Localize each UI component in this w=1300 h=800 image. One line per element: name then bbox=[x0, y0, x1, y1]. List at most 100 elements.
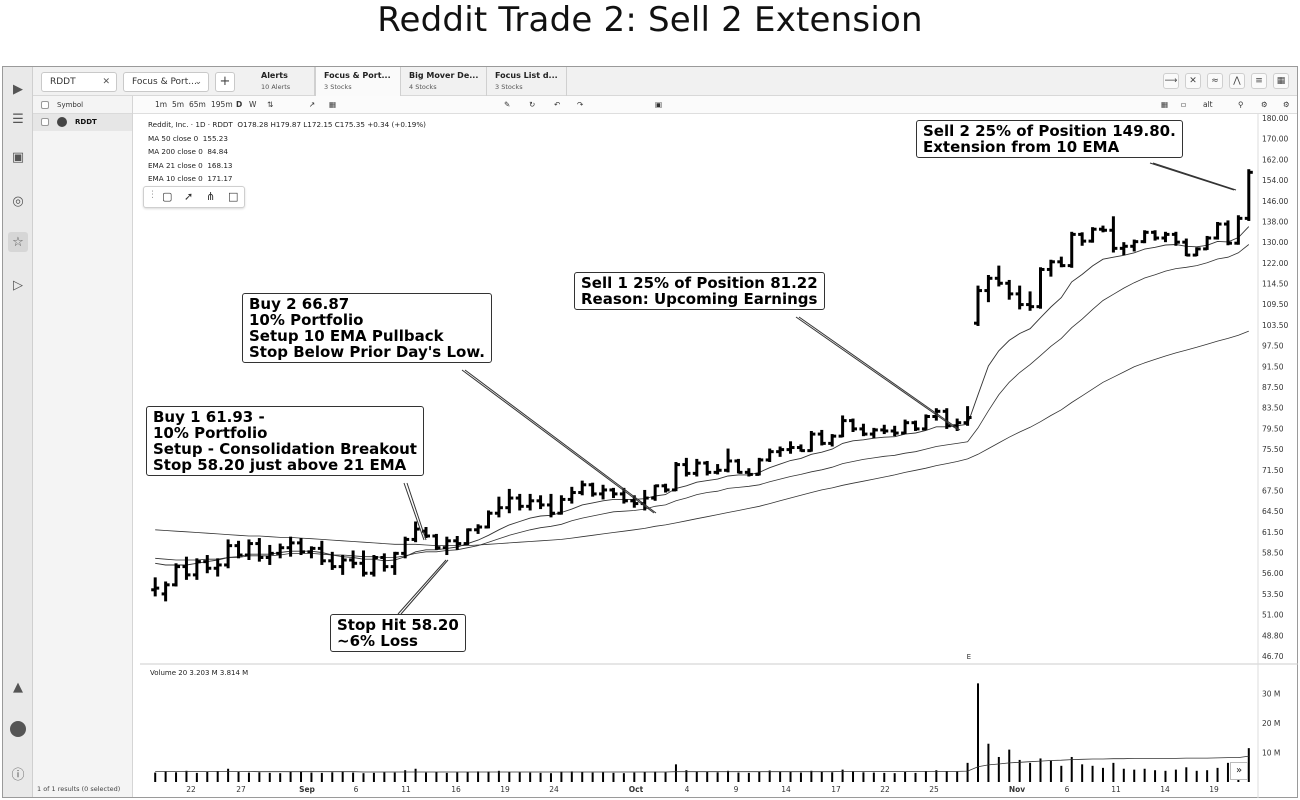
share-icon[interactable]: ⟶ bbox=[1163, 73, 1179, 89]
symbol-column-header[interactable]: Symbol bbox=[57, 101, 84, 109]
tab-focus-list[interactable]: Focus List d... 3 Stocks bbox=[487, 67, 567, 96]
tab-alerts[interactable]: Alerts 10 Alerts bbox=[253, 67, 315, 96]
row-checkbox[interactable] bbox=[41, 118, 49, 126]
legend-ma200-label: MA 200 close 0 bbox=[148, 147, 203, 156]
price-tick-label: 87.50 bbox=[1262, 383, 1284, 392]
star-icon[interactable]: ☆ bbox=[8, 232, 28, 252]
close-icon[interactable]: ✕ bbox=[102, 77, 110, 87]
trendline-icon[interactable]: ➚ bbox=[184, 190, 194, 203]
tab-title: Big Mover De... bbox=[409, 71, 479, 80]
layout-icon[interactable]: ▦ bbox=[1161, 100, 1169, 109]
scroll-right-button[interactable]: » bbox=[1230, 762, 1248, 780]
price-tick-label: 97.50 bbox=[1262, 342, 1284, 351]
tab-subtitle: 3 Stocks bbox=[324, 83, 352, 91]
refresh-icon[interactable]: ↻ bbox=[529, 100, 536, 109]
timeframe-195m[interactable]: 195m bbox=[211, 100, 233, 109]
volume-ma-line bbox=[155, 755, 1249, 773]
time-tick-label: 27 bbox=[236, 785, 246, 794]
timeframe-w[interactable]: W bbox=[249, 100, 257, 109]
menu-lines-icon[interactable]: ☰ bbox=[12, 111, 24, 127]
chart-toolbar: 1m 5m 65m 195m D W ⇅ ↗ ▦ ✎ ↻ ↶ ↷ ▣ ▦ ▫ a… bbox=[133, 96, 1297, 114]
time-tick-label: 24 bbox=[549, 785, 559, 794]
pen-icon[interactable]: ✎ bbox=[504, 100, 511, 109]
grid-icon[interactable]: ▦ bbox=[1273, 73, 1289, 89]
annotation-sell1: Sell 1 25% of Position 81.22 Reason: Upco… bbox=[574, 272, 825, 310]
connector-sell1 bbox=[798, 316, 961, 431]
redo-icon[interactable]: ↷ bbox=[577, 100, 584, 109]
chart-icon[interactable]: ≈ bbox=[1207, 73, 1223, 89]
timeframe-65m[interactable]: 65m bbox=[189, 100, 206, 109]
time-tick-label: 25 bbox=[929, 785, 939, 794]
target-icon[interactable]: ◎ bbox=[12, 193, 24, 209]
results-count: 1 of 1 results (0 selected) bbox=[37, 785, 121, 793]
legend-ema10-value: 171.17 bbox=[207, 174, 233, 183]
alt-label[interactable]: alt bbox=[1203, 100, 1213, 109]
watchlist-select[interactable]: Focus & Port... ⌄ bbox=[123, 72, 209, 92]
time-tick-label: 11 bbox=[401, 785, 411, 794]
logo-play-icon[interactable]: ▶ bbox=[13, 81, 23, 97]
gear-icon[interactable]: ⚙ bbox=[1261, 100, 1268, 109]
time-tick-label: 14 bbox=[781, 785, 791, 794]
timeframe-5m[interactable]: 5m bbox=[172, 100, 185, 109]
time-tick-label: 11 bbox=[1111, 785, 1121, 794]
volume-legend: Volume 20 3.203 M 3.814 M bbox=[150, 669, 249, 677]
time-tick-label: 6 bbox=[354, 785, 359, 794]
search-icon[interactable]: ⚲ bbox=[1238, 100, 1244, 109]
folder-icon[interactable]: ▫ bbox=[1181, 100, 1187, 109]
undo-icon[interactable]: ↶ bbox=[554, 100, 561, 109]
indicators-icon[interactable]: ⇅ bbox=[267, 100, 274, 109]
studies-icon[interactable]: ▦ bbox=[329, 100, 337, 109]
cube-icon[interactable]: ▣ bbox=[11, 149, 25, 165]
select-all-checkbox[interactable] bbox=[41, 101, 49, 109]
top-right-toolbar: ⟶ ✕ ≈ ⋀ ≡ ▦ bbox=[1163, 73, 1289, 89]
fib-icon[interactable]: ⋔ bbox=[206, 190, 216, 203]
tab-title: Focus & Port... bbox=[324, 71, 391, 80]
tab-big-mover[interactable]: Big Mover De... 4 Stocks bbox=[401, 67, 487, 96]
symbol-box[interactable]: RDDT ✕ bbox=[41, 72, 117, 92]
tag-icon[interactable]: ▷ bbox=[13, 277, 23, 293]
tab-focus-port[interactable]: Focus & Port... 3 Stocks bbox=[315, 67, 401, 96]
timeframe-d[interactable]: D bbox=[236, 100, 243, 109]
drag-handle-icon[interactable]: ⋮ bbox=[148, 190, 157, 200]
line-chart-icon[interactable]: ↗ bbox=[309, 100, 316, 109]
tab-subtitle: 4 Stocks bbox=[409, 83, 437, 91]
left-rail: ▶ ☰ ▣ ◎ ☆ ▷ ▲ ⓘ bbox=[3, 67, 33, 797]
chevron-down-icon: ⌄ bbox=[194, 77, 202, 87]
compare-icon[interactable]: ⋀ bbox=[1229, 73, 1245, 89]
price-tick-label: 91.50 bbox=[1262, 362, 1284, 371]
x-social-icon[interactable]: ✕ bbox=[1185, 73, 1201, 89]
add-tab-button[interactable]: + bbox=[215, 72, 235, 92]
page-title: Reddit Trade 2: Sell 2 Extension bbox=[377, 0, 923, 40]
ema10-line bbox=[155, 226, 1250, 566]
legend-ema21-value: 168.13 bbox=[207, 160, 233, 170]
watchlist-symbol: RDDT bbox=[75, 118, 97, 126]
settings-icon[interactable]: ⚙ bbox=[1283, 100, 1290, 109]
ma50-line bbox=[155, 330, 1249, 546]
price-tick-label: 146.00 bbox=[1262, 197, 1288, 206]
annotation-buy2: Buy 2 66.87 10% Portfolio Setup 10 EMA Pu… bbox=[242, 293, 492, 363]
rectangle-icon[interactable]: ▢ bbox=[162, 190, 173, 203]
time-tick-label: 4 bbox=[685, 785, 690, 794]
time-tick-label: 14 bbox=[1160, 785, 1170, 794]
price-tick-label: 180.00 bbox=[1262, 114, 1288, 123]
price-tick-label: 56.00 bbox=[1262, 569, 1284, 578]
watchlist-row[interactable]: RDDT bbox=[33, 114, 132, 131]
annotation-sell2: Sell 2 25% of Position 149.80. Extension … bbox=[916, 120, 1183, 158]
help-icon[interactable]: ⓘ bbox=[11, 767, 25, 783]
price-tick-label: 103.50 bbox=[1262, 321, 1288, 330]
camera-icon[interactable]: ▣ bbox=[655, 100, 663, 109]
comment-icon[interactable]: □ bbox=[228, 190, 239, 203]
education-cap-icon[interactable]: ▲ bbox=[13, 679, 23, 695]
top-tab-bar: RDDT ✕ Focus & Port... ⌄ + Alerts 10 Ale… bbox=[33, 67, 1297, 96]
connector-sell2 bbox=[1149, 162, 1235, 191]
price-tick-label: 46.70 bbox=[1262, 652, 1284, 661]
symbol-box-label: RDDT bbox=[50, 77, 76, 87]
legend-ma50-value: 155.23 bbox=[202, 133, 228, 143]
timeframe-1m[interactable]: 1m bbox=[155, 100, 168, 109]
legend-ma200-value: 84.84 bbox=[207, 147, 228, 156]
legend-ma50-label: MA 50 close 0 bbox=[148, 133, 199, 143]
user-avatar[interactable] bbox=[8, 719, 28, 739]
price-tick-label: 138.00 bbox=[1262, 217, 1288, 226]
list-icon[interactable]: ≡ bbox=[1251, 73, 1267, 89]
